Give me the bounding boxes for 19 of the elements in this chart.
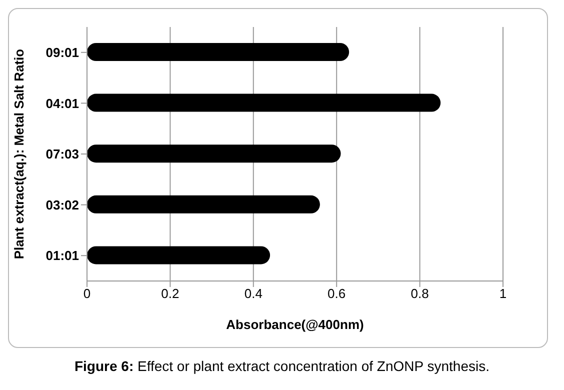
x-tick-label: 0.2 (161, 286, 180, 302)
x-tick-label: 0 (83, 286, 91, 302)
bar (87, 43, 350, 61)
y-tick-label: 07:03 (46, 146, 79, 162)
bar (87, 144, 341, 163)
bar (87, 246, 270, 264)
x-tick-label: 1 (499, 286, 507, 302)
y-tick-label: 03:02 (46, 197, 79, 212)
x-tick-label: 0.6 (328, 286, 346, 302)
y-tick-label: 04:01 (46, 96, 79, 111)
bar (87, 195, 320, 214)
y-axis-title: Plant extract(aq.): Metal Salt Ratio (12, 48, 27, 260)
y-tick-label: 01:01 (46, 248, 79, 264)
y-tick-label: 09:01 (46, 45, 79, 60)
x-tick-label: 0.4 (244, 286, 262, 302)
text: Figure 6: Effect or plant extract concentration of ZnONP synthesis. (73, 358, 490, 374)
x-tick-label: 0.8 (410, 286, 429, 302)
x-axis-title: Absorbance(@400nm) (226, 317, 364, 332)
bar (87, 94, 441, 112)
